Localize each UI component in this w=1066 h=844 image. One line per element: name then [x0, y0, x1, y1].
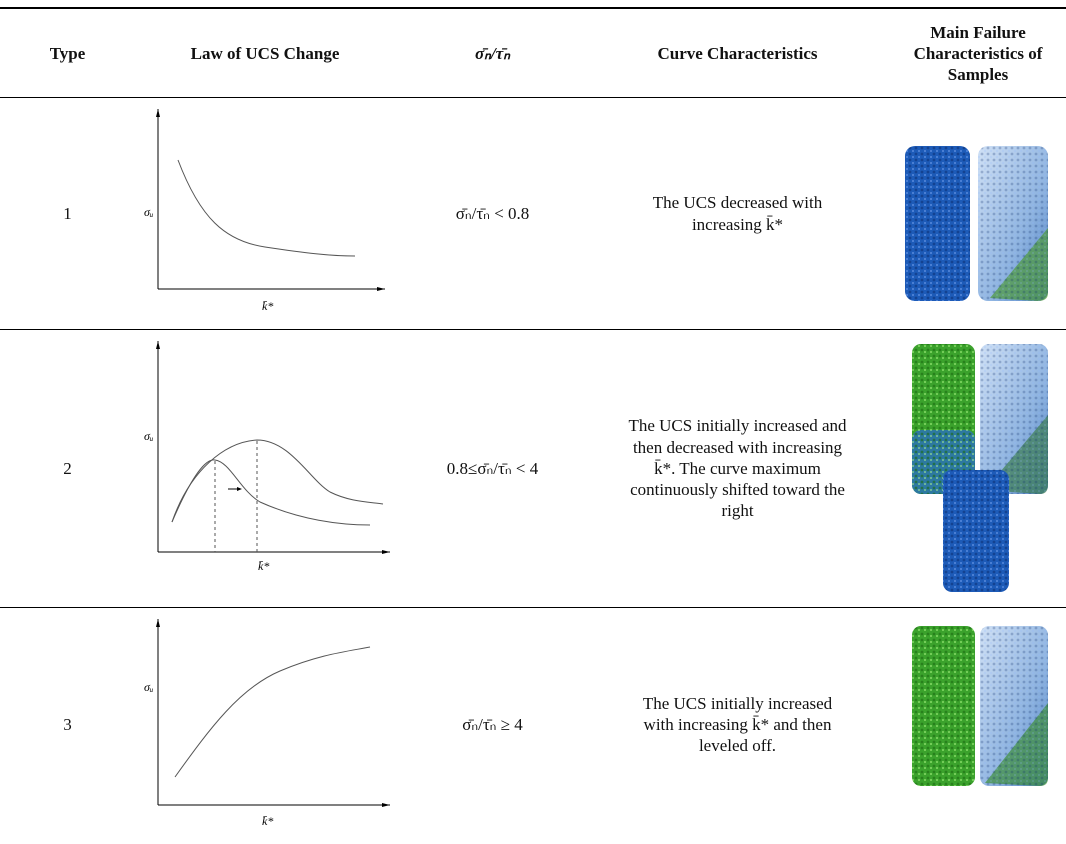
page: Type Law of UCS Change σ̄ₙ/τ̄ₙ Curve Cha…: [0, 0, 1066, 844]
sample-images: [890, 608, 1066, 841]
characteristics-cell: The UCS initially increased and then dec…: [610, 330, 865, 607]
characteristics-cell: The UCS initially increased with increas…: [610, 608, 865, 841]
type-cell: 3: [20, 608, 115, 841]
header-cell: σ̄ₙ/τ̄ₙ: [410, 10, 575, 97]
curve-sketch: σᵤ k̄*: [130, 608, 400, 841]
characteristics-cell: The UCS decreased with increasing k̄*: [610, 98, 865, 329]
type-cell: 2: [20, 330, 115, 607]
sample-texture: [980, 626, 1048, 786]
arrow: [156, 109, 160, 117]
y-label: σᵤ: [144, 429, 153, 443]
condition-cell: σ̄ₙ/τ̄ₙ ≥ 4: [410, 608, 575, 841]
curve: [175, 647, 370, 777]
curve: [172, 440, 383, 522]
arrow: [156, 619, 160, 627]
arrow: [382, 550, 390, 554]
y-label: σᵤ: [144, 680, 153, 694]
header-cell: Law of UCS Change: [130, 10, 400, 97]
sample-texture: [943, 470, 1009, 592]
header-cell: Main Failure Characteristics of Samples: [890, 10, 1066, 97]
arrow: [382, 803, 390, 807]
sample-texture: [905, 146, 970, 301]
arrow: [377, 287, 385, 291]
x-label: k̄*: [262, 299, 273, 313]
sample-images: [890, 98, 1066, 329]
sample-texture: [912, 626, 975, 786]
curve-sketch: σᵤ k̄*: [130, 98, 400, 329]
sample-texture: [978, 146, 1048, 301]
top-rule: [0, 7, 1066, 9]
x-label: k̄*: [262, 814, 273, 828]
arrow: [237, 487, 242, 491]
condition-cell: 0.8≤σ̄ₙ/τ̄ₙ < 4: [410, 330, 575, 607]
curve: [178, 160, 355, 256]
header-cell: Curve Characteristics: [610, 10, 865, 97]
type-cell: 1: [20, 98, 115, 329]
x-label: k̄*: [258, 559, 269, 573]
condition-cell: σ̄ₙ/τ̄ₙ < 0.8: [410, 98, 575, 329]
curve-sketch: σᵤ k̄*: [130, 330, 400, 607]
sample-images: [890, 330, 1066, 607]
header-cell: Type: [20, 10, 115, 97]
y-label: σᵤ: [144, 205, 153, 219]
arrow: [156, 341, 160, 349]
